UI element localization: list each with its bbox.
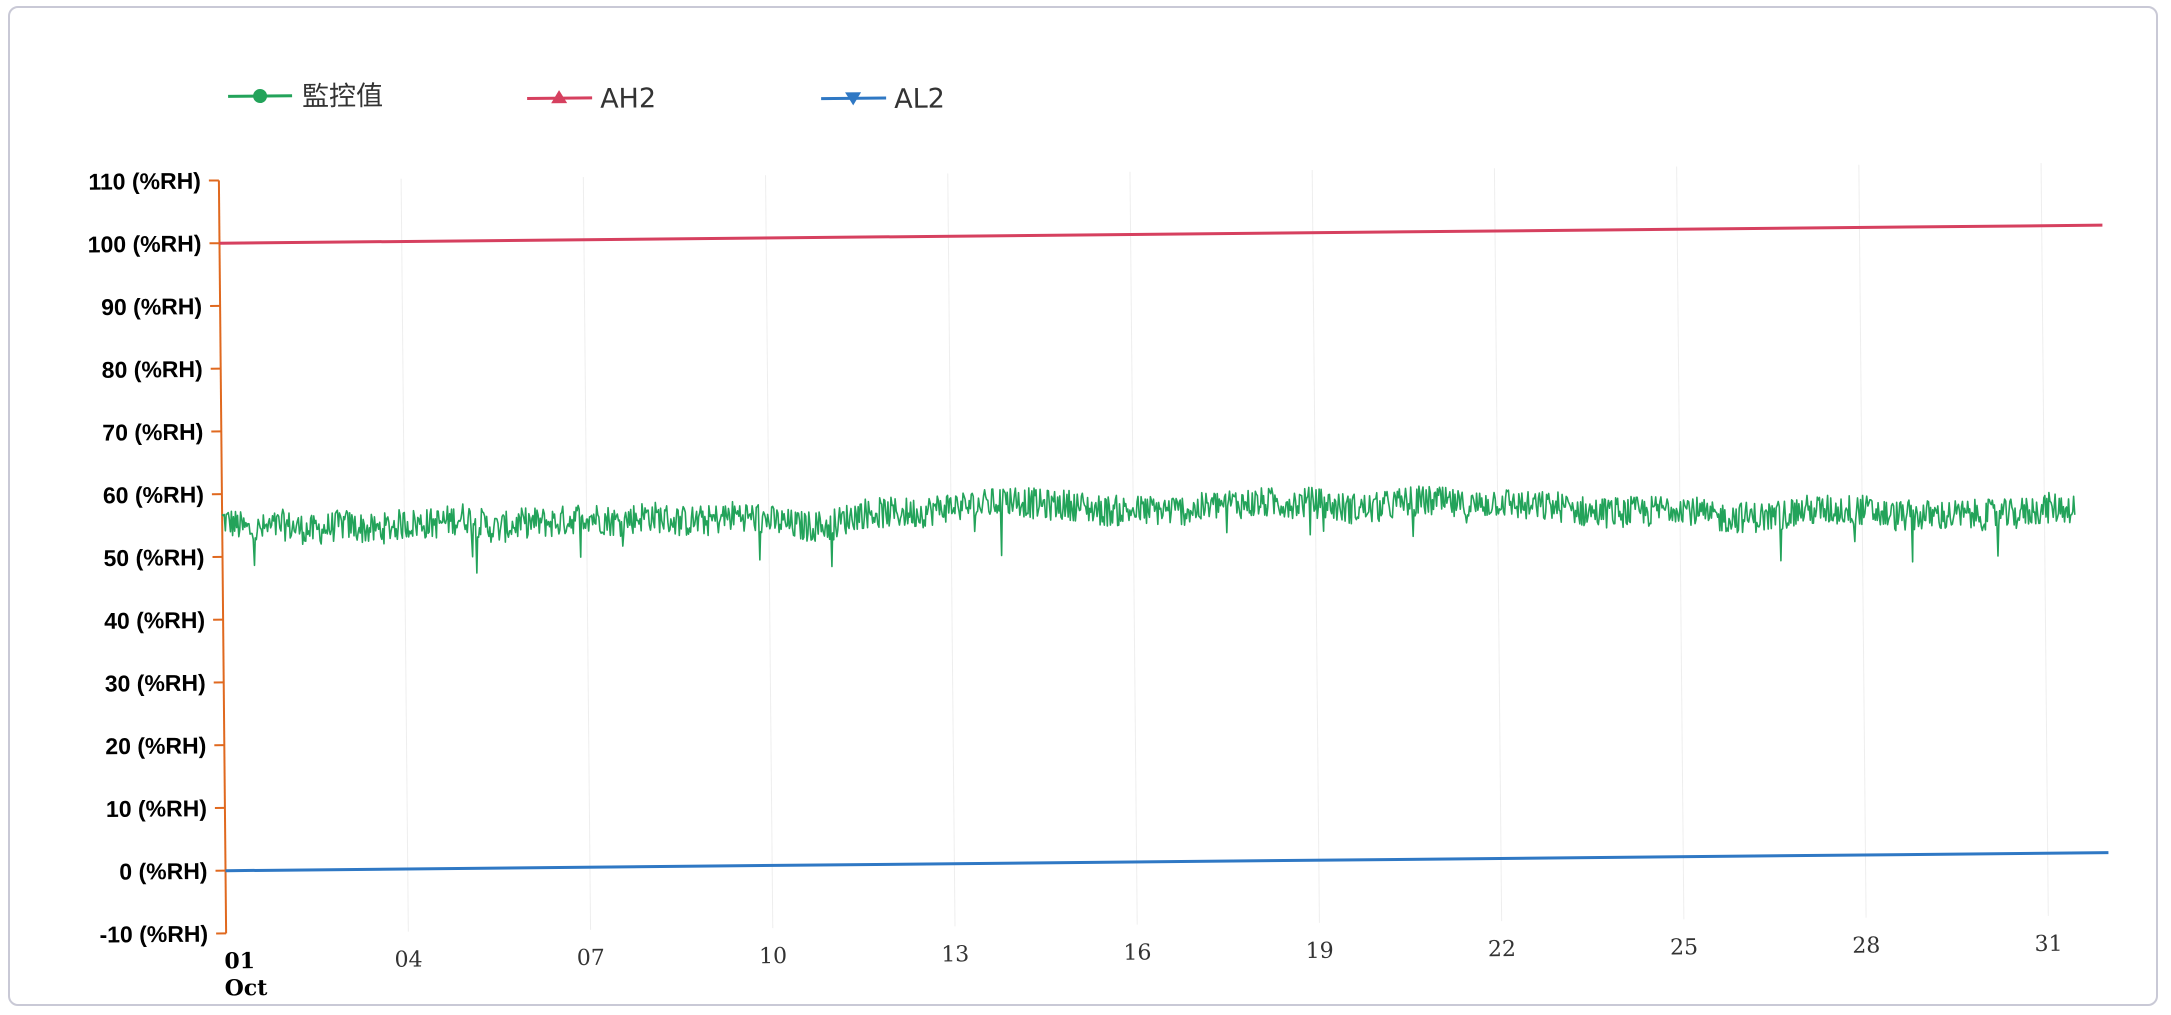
- x-tick-label-9: 28: [1852, 934, 1880, 959]
- y-tick-label-5: 60 (%RH): [103, 481, 204, 508]
- x-axis: 01 04 07 10 13 16 19 22 25 28 31 Oct: [224, 932, 2062, 1002]
- x-tick-label-1: 04: [394, 948, 422, 973]
- series-line-0: [221, 485, 2076, 574]
- x-tick-label-4: 13: [941, 942, 969, 967]
- grid-line-x-4: [947, 173, 956, 927]
- x-tick-label-10: 31: [2034, 932, 2062, 957]
- triangle-down-marker-icon: [845, 92, 862, 106]
- grid-line-x-5: [1129, 171, 1138, 925]
- grid-line-x-9: [1858, 164, 1867, 918]
- y-tick-label-9: 20 (%RH): [105, 732, 206, 759]
- y-tick-label-11: 0 (%RH): [119, 858, 207, 885]
- series-line-1: [219, 223, 2103, 245]
- x-tick-label-7: 22: [1488, 937, 1516, 962]
- legend-label-series-2: AL2: [894, 83, 945, 114]
- y-tick-label-3: 80 (%RH): [102, 356, 203, 383]
- series-layer: [219, 223, 2109, 873]
- circle-marker-icon: [253, 89, 268, 104]
- grid-line-x-10: [2040, 162, 2049, 916]
- y-tick-label-12: -10 (%RH): [99, 921, 208, 948]
- legend-label-series-0: 監控值: [302, 81, 383, 113]
- grid-line-x-2: [582, 176, 592, 930]
- legend[interactable]: 監控值 AH2 AL2: [228, 75, 945, 121]
- x-tick-label-6: 19: [1306, 939, 1334, 964]
- y-tick-label-6: 50 (%RH): [103, 544, 204, 571]
- y-tick-label-10: 10 (%RH): [106, 795, 207, 822]
- y-tick-label-2: 90 (%RH): [101, 293, 202, 320]
- series-line-2: [225, 851, 2109, 873]
- y-tick-label-1: 100 (%RH): [88, 230, 202, 257]
- y-tick-label-4: 70 (%RH): [102, 419, 203, 446]
- x-tick-label-0: 01: [224, 948, 255, 974]
- triangle-up-marker-icon: [551, 90, 568, 104]
- y-tick-label-7: 40 (%RH): [104, 607, 205, 634]
- grid-line-x-3: [765, 175, 774, 929]
- legend-item-series-0[interactable]: 監控值: [228, 81, 383, 113]
- x-tick-label-8: 25: [1670, 935, 1698, 960]
- grid-line-x-1: [400, 178, 409, 932]
- y-tick-label-0: 110 (%RH): [88, 168, 201, 195]
- grid-line-x-7: [1493, 168, 1503, 922]
- legend-label-series-1: AH2: [600, 83, 656, 115]
- grid-lines: [218, 162, 2049, 934]
- legend-item-series-2[interactable]: AL2: [821, 83, 945, 115]
- grid-line-x-8: [1676, 166, 1685, 920]
- y-axis: 110 (%RH) 100 (%RH) 90 (%RH) 80 (%RH) 70 (%R…: [88, 168, 228, 948]
- x-tick-sublabel-0: Oct: [225, 975, 269, 1001]
- x-tick-label-2: 07: [577, 946, 605, 971]
- legend-item-series-1[interactable]: AH2: [527, 83, 656, 115]
- x-tick-label-3: 10: [759, 944, 787, 969]
- x-tick-label-5: 16: [1123, 941, 1151, 966]
- y-tick-label-8: 30 (%RH): [105, 670, 206, 697]
- grid-line-x-6: [1311, 169, 1320, 923]
- y-axis-ticks: 110 (%RH) 100 (%RH) 90 (%RH) 80 (%RH) 70 (%R…: [88, 168, 227, 948]
